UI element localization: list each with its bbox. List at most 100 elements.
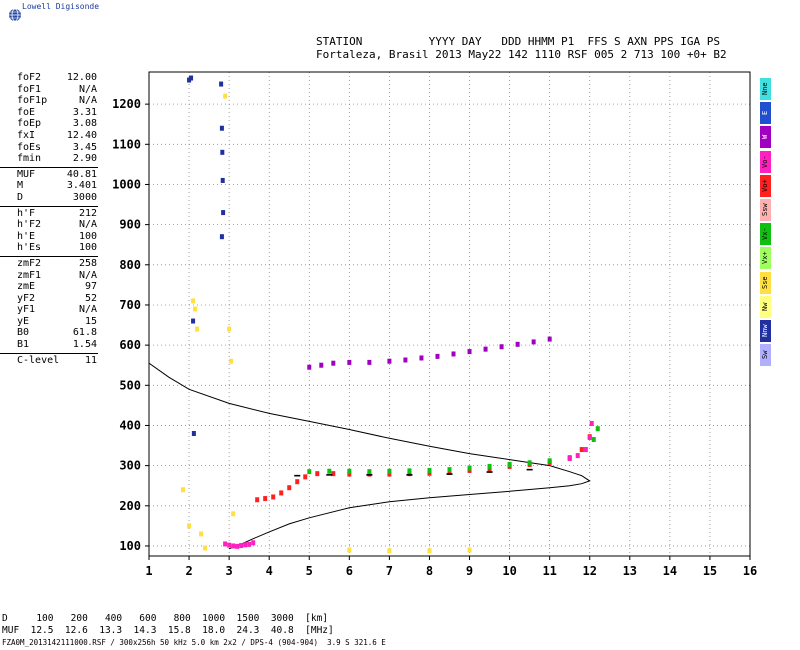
x-tick-label: 2: [185, 564, 192, 578]
param-label: zmF2: [17, 257, 42, 269]
param-label: fmin: [17, 153, 42, 165]
data-point: [229, 358, 234, 364]
data-point: [407, 468, 412, 474]
profile-curve: [149, 362, 591, 550]
param-row: fmin 2.90: [0, 153, 100, 165]
param-row: zmF1 N/A: [0, 270, 100, 282]
data-point: [435, 353, 440, 359]
legend-item: E: [760, 102, 771, 125]
data-point: [527, 460, 532, 466]
param-row: yF1 N/A: [0, 304, 100, 316]
legend-label: Sse: [761, 276, 769, 289]
plot-frame: [148, 71, 751, 557]
data-point: [319, 362, 324, 368]
param-label: MUF: [17, 168, 36, 180]
param-label: fxI: [17, 129, 36, 141]
legend-item: Sse: [760, 271, 771, 294]
data-point: [327, 468, 332, 474]
param-row: h'Es 100: [0, 242, 100, 254]
data-point: [427, 467, 432, 473]
y-tick-label: 900: [119, 218, 141, 232]
y-tick-label: 1100: [112, 137, 141, 151]
data-point: [227, 326, 232, 332]
footer-info: FZA0M_2013142111000.RSF / 300x256h 50 kH…: [2, 638, 386, 647]
legend-item: Nnw: [760, 320, 771, 342]
legend-label: Vo-: [761, 155, 769, 168]
legend-label: Vx+: [761, 252, 769, 265]
param-value: 100: [78, 242, 97, 254]
y-tick-label: 400: [119, 418, 141, 432]
y-tick-label: 800: [119, 258, 141, 272]
data-point: [307, 364, 312, 370]
data-point: [451, 351, 456, 357]
data-point: [347, 471, 352, 477]
ionogram-chart: 1 2 3 4 5 6 7 8 9 10 11 12 13 14 15 1610020030040050060…: [112, 71, 757, 578]
param-row: yF2 52: [0, 293, 100, 305]
data-point: [187, 77, 192, 83]
param-row: foF1 N/A: [0, 84, 100, 96]
data-point: [387, 471, 392, 477]
y-tick-label: 1000: [112, 177, 141, 191]
param-value: 40.81: [66, 168, 97, 180]
data-point: [591, 437, 596, 443]
param-row: foEs 3.45: [0, 142, 100, 154]
x-tick-label: 15: [703, 564, 717, 578]
param-row: MUF 40.81: [0, 169, 100, 181]
param-row: h'E 100: [0, 231, 100, 243]
param-label: yF2: [17, 292, 36, 304]
param-value: 3000: [72, 191, 97, 203]
param-value: 12.00: [66, 72, 97, 83]
trace-marker: [406, 474, 413, 476]
param-value: 258: [78, 257, 97, 269]
data-point: [219, 125, 224, 131]
param-row: h'F 212: [0, 208, 100, 220]
data-point: [387, 468, 392, 474]
data-point: [191, 298, 196, 304]
param-label: zmF1: [17, 269, 42, 281]
param-row: zmE 97: [0, 281, 100, 293]
param-label: C-level: [17, 354, 60, 366]
param-separator: [0, 255, 98, 257]
data-point: [271, 494, 276, 500]
data-point: [181, 487, 186, 493]
data-point: [199, 531, 204, 537]
x-tick-label: 13: [623, 564, 637, 578]
data-point: [227, 542, 232, 548]
data-point: [595, 426, 600, 432]
x-tick-label: 14: [663, 564, 677, 578]
data-point: [547, 458, 552, 464]
data-point: [220, 177, 225, 183]
param-value: N/A: [78, 304, 97, 316]
legend-item: W: [760, 126, 771, 149]
data-point: [347, 468, 352, 474]
legend-item: Nne: [760, 78, 771, 100]
param-value: 3.31: [72, 106, 97, 118]
data-point: [243, 542, 248, 548]
param-value: 1.54: [72, 339, 97, 351]
param-separator: [0, 166, 98, 168]
data-point: [589, 420, 594, 426]
brand-name: Lowell Digisonde: [22, 2, 100, 11]
param-label: foF2: [17, 72, 42, 83]
data-point: [223, 541, 228, 547]
legend-item: Vx-: [760, 223, 771, 246]
data-point: [235, 543, 240, 549]
data-point: [315, 471, 320, 477]
param-label: foEp: [17, 118, 42, 130]
param-row: fxI 12.40: [0, 130, 100, 142]
legend-item: Sw: [760, 344, 771, 367]
data-point: [387, 548, 392, 554]
legend-label: Ssw: [761, 203, 769, 217]
legend-label: Vo+: [761, 179, 769, 193]
legend-label: Sw: [761, 350, 769, 360]
legend-item: Vo+: [760, 174, 771, 197]
data-point: [515, 341, 520, 347]
data-point: [255, 497, 260, 503]
data-point: [407, 471, 412, 477]
legend-label: Nnw: [761, 324, 769, 338]
data-point: [263, 496, 268, 502]
data-point: [427, 470, 432, 476]
param-row: yE 15: [0, 316, 100, 328]
param-value: 15: [84, 315, 97, 327]
x-tick-label: 11: [542, 564, 556, 578]
